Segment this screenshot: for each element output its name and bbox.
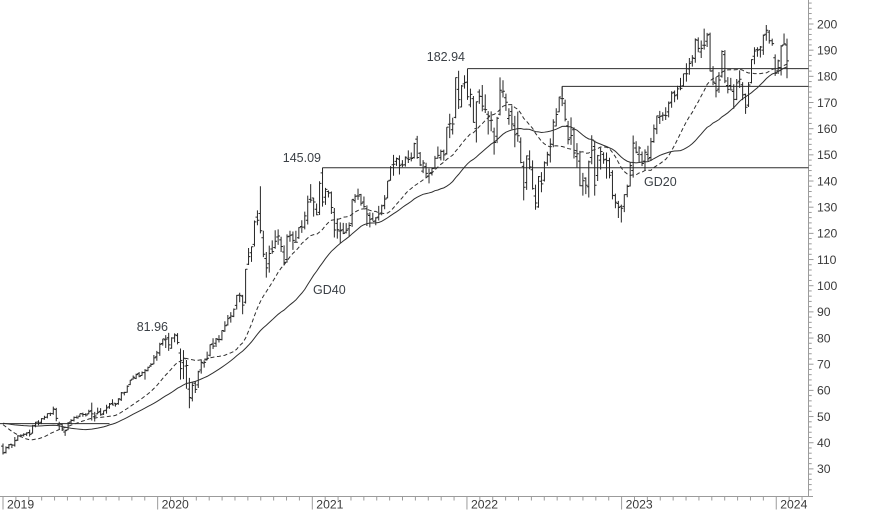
- y-axis-label: 50: [817, 410, 831, 424]
- price-level-lines: [0, 68, 809, 425]
- x-axis-year-label: 2023: [626, 498, 653, 512]
- x-axis-year-label: 2019: [7, 498, 34, 512]
- x-axis-year-label: 2021: [316, 498, 343, 512]
- axes: [0, 0, 814, 510]
- y-axis-label: 120: [817, 227, 838, 241]
- price-level-label-182-94: 182.94: [426, 50, 465, 64]
- y-axis-label: 90: [817, 305, 831, 319]
- y-axis-label: 180: [817, 70, 838, 84]
- x-axis-year-label: 2024: [780, 498, 807, 512]
- y-axis-label: 190: [817, 43, 838, 57]
- y-axis-label: 140: [817, 174, 838, 188]
- ohlc-bars: [1, 24, 789, 455]
- gd40-line: [2, 66, 788, 431]
- x-axis-year-label: 2022: [471, 498, 498, 512]
- swing-high-label-81-96: 81.96: [136, 320, 168, 334]
- y-axis-label: 70: [817, 358, 831, 372]
- y-axis-label: 200: [817, 17, 838, 31]
- y-axis-label: 150: [817, 148, 838, 162]
- x-axis-year-label: 2020: [162, 498, 189, 512]
- y-axis-label: 160: [817, 122, 838, 136]
- y-axis-label: 130: [817, 200, 838, 214]
- price-level-label-145-09: 145.09: [282, 151, 321, 165]
- gd40-ma-label: GD40: [313, 283, 346, 297]
- y-axis-label: 40: [817, 436, 831, 450]
- y-axis-label: 110: [817, 253, 837, 267]
- y-axis-label: 80: [817, 331, 831, 345]
- y-axis-label: 30: [817, 462, 831, 476]
- gd20-line: [2, 63, 788, 441]
- y-axis-label: 100: [817, 279, 838, 293]
- axis-labels: 30 40 50 60 70 80 90 100 110 120 130 140 150 160 170 18…: [7, 17, 838, 511]
- gd20-ma-label: GD20: [644, 175, 677, 189]
- y-axis-label: 170: [817, 96, 838, 110]
- y-axis-label: 60: [817, 384, 831, 398]
